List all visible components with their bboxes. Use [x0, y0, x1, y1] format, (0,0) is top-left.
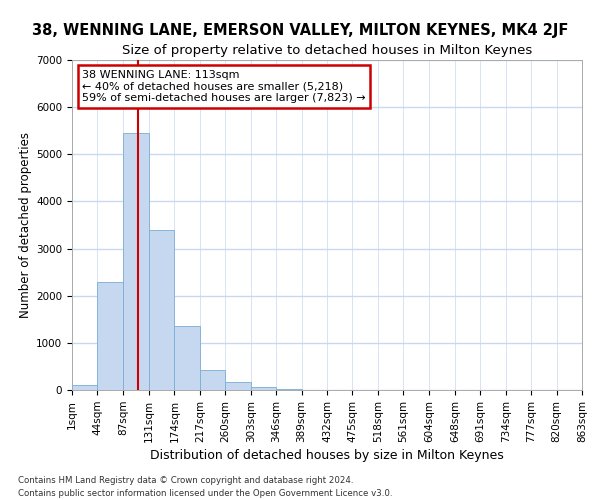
- Text: 38 WENNING LANE: 113sqm
← 40% of detached houses are smaller (5,218)
59% of semi: 38 WENNING LANE: 113sqm ← 40% of detache…: [82, 70, 366, 103]
- Text: 38, WENNING LANE, EMERSON VALLEY, MILTON KEYNES, MK4 2JF: 38, WENNING LANE, EMERSON VALLEY, MILTON…: [32, 22, 568, 38]
- Bar: [225, 382, 251, 390]
- Title: Size of property relative to detached houses in Milton Keynes: Size of property relative to detached ho…: [122, 44, 532, 58]
- Bar: [200, 370, 225, 390]
- Y-axis label: Number of detached properties: Number of detached properties: [19, 132, 32, 318]
- Bar: [72, 386, 97, 390]
- Bar: [149, 230, 175, 390]
- Bar: [276, 389, 302, 390]
- Bar: [97, 282, 123, 390]
- Bar: [175, 326, 200, 390]
- Bar: [251, 388, 276, 390]
- Bar: [123, 133, 149, 390]
- Text: Contains public sector information licensed under the Open Government Licence v3: Contains public sector information licen…: [18, 488, 392, 498]
- Text: Contains HM Land Registry data © Crown copyright and database right 2024.: Contains HM Land Registry data © Crown c…: [18, 476, 353, 485]
- X-axis label: Distribution of detached houses by size in Milton Keynes: Distribution of detached houses by size …: [150, 449, 504, 462]
